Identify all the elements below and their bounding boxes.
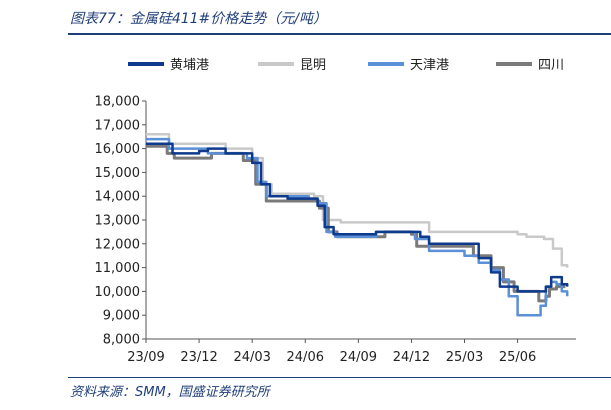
- x-tick-label: 24/06: [287, 350, 324, 365]
- chart-title: 图表77：金属硅411#价格走势（元/吨）: [70, 11, 327, 27]
- y-tick-label: 10,000: [95, 285, 141, 300]
- y-tick-label: 13,000: [95, 214, 141, 229]
- legend-label-1: 昆明: [300, 58, 326, 73]
- legend: 黄埔港 昆明 天津港 四川: [128, 58, 564, 73]
- y-tick-label: 9,000: [103, 309, 140, 324]
- x-tick-label: 24/03: [233, 350, 270, 365]
- legend-label-3: 四川: [538, 58, 564, 73]
- y-tick-label: 17,000: [95, 118, 141, 133]
- title-divider: [68, 33, 611, 35]
- series-layer: [146, 133, 569, 317]
- y-tick-label: 14,000: [95, 190, 141, 205]
- y-tick-label: 8,000: [103, 333, 140, 348]
- y-tick-label: 11,000: [95, 261, 141, 276]
- y-tick-label: 15,000: [95, 166, 141, 181]
- legend-label-0: 黄埔港: [170, 58, 209, 73]
- x-tick-label: 24/09: [340, 350, 377, 365]
- x-tick-label: 23/09: [127, 350, 164, 365]
- x-tick-label: 24/12: [393, 350, 430, 365]
- axis-layer: 8,000 9,000 10,000 11,000 12,000 13,000 14,000…: [95, 95, 576, 365]
- source-note: 资料来源：SMM，国盛证券研究所: [70, 385, 270, 400]
- x-tick-label: 25/03: [446, 350, 483, 365]
- x-tick-label: 25/06: [499, 350, 536, 365]
- y-tick-label: 16,000: [95, 142, 141, 157]
- source-divider: [68, 377, 611, 378]
- x-tick-label: 23/12: [180, 350, 217, 365]
- y-tick-label: 12,000: [95, 237, 141, 252]
- y-tick-label: 18,000: [95, 95, 141, 110]
- legend-label-2: 天津港: [410, 58, 449, 73]
- series-line-2: [146, 137, 569, 317]
- series-line-0: [146, 142, 569, 293]
